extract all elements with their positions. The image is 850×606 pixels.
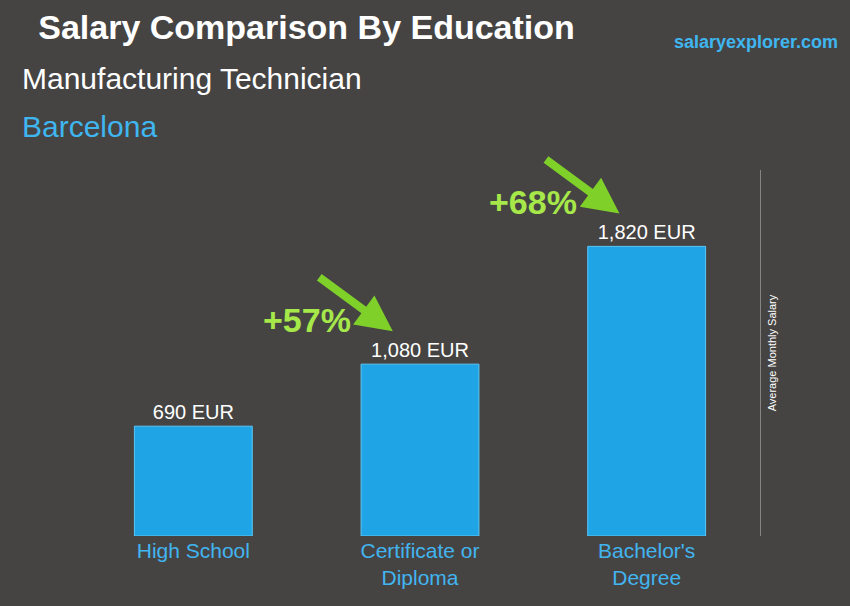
svg-text:Average Monthly Salary: Average Monthly Salary <box>766 294 778 411</box>
svg-text:salaryexplorer.com: salaryexplorer.com <box>674 32 838 52</box>
svg-text:Certificate orDiploma: Certificate orDiploma <box>360 539 479 589</box>
svg-text:Manufacturing Technician: Manufacturing Technician <box>22 62 362 95</box>
svg-text:+68%: +68% <box>489 183 577 221</box>
svg-text:Barcelona: Barcelona <box>22 110 157 143</box>
svg-text:1,820 EUR: 1,820 EUR <box>598 221 696 243</box>
svg-text:+57%: +57% <box>263 301 351 339</box>
svg-text:1,080 EUR: 1,080 EUR <box>371 339 469 361</box>
svg-text:Salary Comparison By Education: Salary Comparison By Education <box>38 8 575 46</box>
svg-text:High School: High School <box>137 539 250 562</box>
svg-text:Bachelor'sDegree: Bachelor'sDegree <box>598 539 695 589</box>
svg-text:690 EUR: 690 EUR <box>153 401 234 423</box>
